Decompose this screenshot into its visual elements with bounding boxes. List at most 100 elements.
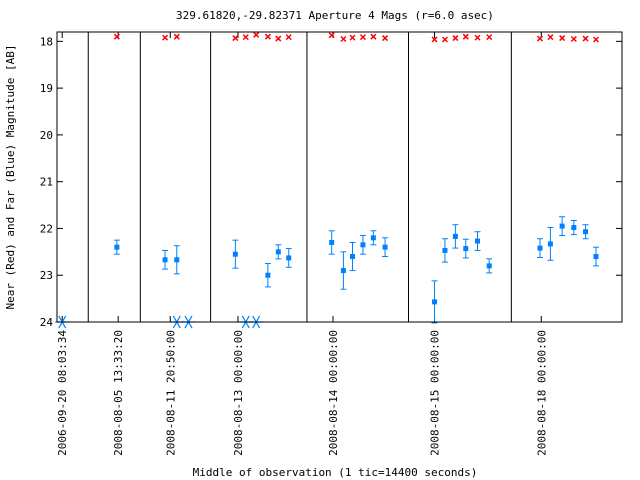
blue-point [113,239,120,255]
x-axis: 2006-09-20 08:03:34 2008-08-05 13:33:20 20… [56,32,548,456]
x-tick-label: 2008-08-15 00:00:00 [429,330,442,456]
blue-square-marker [340,268,346,274]
y-tick-label: 23 [40,269,53,282]
blue-point [559,216,566,236]
blue-square-marker [571,225,577,231]
x-tick-label: 2006-09-20 08:03:34 [56,330,69,456]
red-x-marker [275,35,282,42]
red-x-marker [582,35,589,42]
red-x-marker [592,36,599,43]
blue-point [462,238,469,259]
blue-square-marker [174,257,180,263]
red-x-marker [264,33,271,40]
x-tick-label: 2008-08-18 00:00:00 [535,330,548,456]
blue-square-marker [329,239,335,245]
blue-square-marker [360,242,366,248]
blue-square-marker [593,254,599,260]
red-x-marker [382,35,389,42]
x-axis-label: Middle of observation (1 tic=14400 secon… [193,466,478,479]
red-x-marker [253,31,260,38]
blue-point [452,224,459,249]
blue-point [474,231,481,251]
blue-square-marker [463,246,469,252]
red-x-marker [232,35,239,42]
blue-point [547,227,554,261]
blue-point [264,263,271,288]
blue-square-marker [114,244,120,250]
blue-square-marker [350,254,356,260]
blue-square-marker [162,257,168,263]
x-tick-label: 2008-08-05 13:33:20 [112,330,125,456]
blue-square-marker [275,249,281,255]
y-tick-label: 20 [40,129,53,142]
red-x-marker [340,35,347,43]
red-x-marker [242,34,249,41]
red-x-marker [559,35,566,42]
red-x-marker [162,34,169,41]
red-x-marker [462,33,469,40]
red-x-marker [285,34,292,41]
blue-point [349,241,356,272]
blue-point [536,238,543,258]
red-x-marker [536,35,544,42]
red-x-marker [349,34,356,41]
blue-point [359,234,366,255]
blue-point [232,239,239,269]
blue-square-marker [432,299,438,305]
blue-square-marker [583,229,589,235]
blue-point [285,248,292,268]
segment-dividers [87,32,512,322]
blue-square-marker [265,272,271,278]
red-x-marker [431,36,438,43]
y-tick-label: 19 [40,82,53,95]
blue-point [431,280,438,324]
blue-square-marker [486,263,492,269]
y-axis-label: Near (Red) and Far (Blue) Magnitude [AB] [4,45,17,310]
blue-point [486,258,493,274]
y-tick-label: 18 [40,35,53,48]
blue-square-marker [286,255,292,261]
blue-point [592,246,599,267]
blue-square-marker [442,247,448,253]
y-tick-label: 21 [40,176,53,189]
blue-point [340,251,347,290]
red-x-marker [359,34,366,41]
blue-point [173,245,180,275]
blue-point [275,244,282,260]
red-x-marker [486,34,493,41]
chart-title: 329.61820,-29.82371 Aperture 4 Mags (r=6… [176,9,494,22]
red-x-marker [173,33,180,40]
red-x-marker [328,32,335,39]
blue-point [328,230,335,255]
blue-square-marker [537,245,543,251]
blue-point [162,249,169,270]
y-tick-label: 24 [40,316,54,329]
blue-point [370,230,377,246]
x-tick-label: 2008-08-13 00:00:00 [232,330,245,456]
y-tick-label: 22 [40,222,53,235]
blue-square-marker [547,241,553,247]
blue-point [441,238,448,263]
blue-square-marker [559,223,565,229]
blue-square-marker [232,251,238,257]
y-axis: 18 19 20 21 22 23 24 [40,35,622,329]
red-x-marker [113,33,120,40]
blue-point [570,220,577,236]
red-x-marker [570,35,577,43]
blue-square-marker [452,233,458,239]
blue-square-marker [370,235,376,241]
blue-point [582,224,589,240]
blue-square-marker [474,238,480,244]
blue-square-marker [382,244,388,250]
plot-frame [56,31,623,323]
red-x-marker [452,35,459,42]
red-x-marker [441,36,448,43]
x-tick-label: 2008-08-11 20:50:00 [164,330,177,456]
blue-point [382,237,389,258]
red-x-marker [370,33,377,40]
x-tick-label: 2008-08-14 00:00:00 [327,330,340,456]
red-x-marker [474,34,481,41]
red-x-marker [547,34,554,41]
data-marks [55,31,599,329]
